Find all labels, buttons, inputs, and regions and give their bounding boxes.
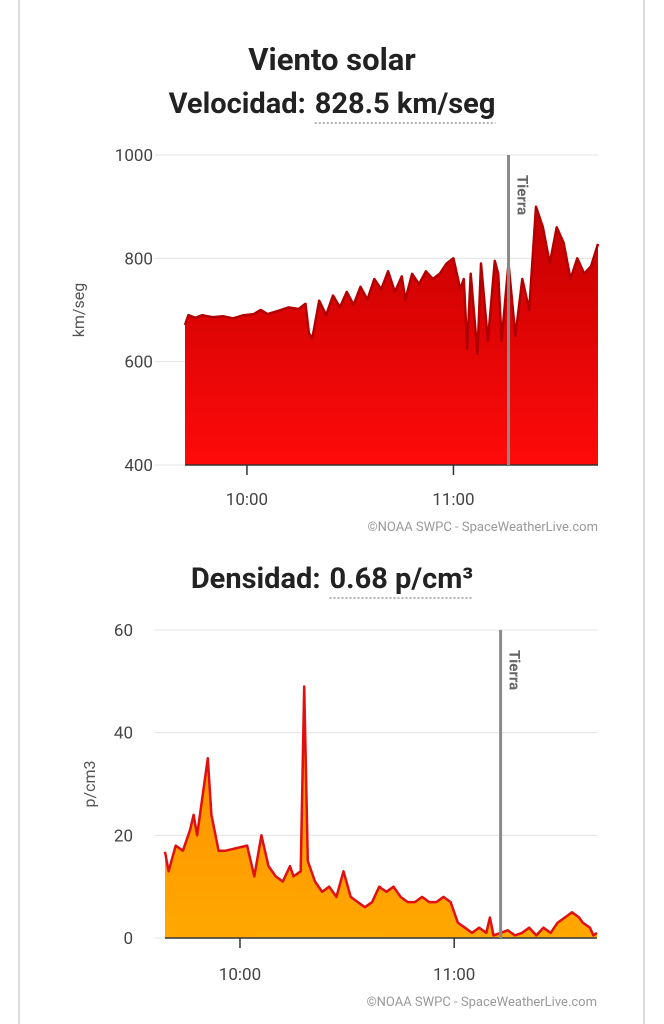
x-tick-label: 10:00 bbox=[226, 490, 268, 510]
line bbox=[163, 685, 598, 937]
y-tick-label: 600 bbox=[124, 353, 153, 373]
area bbox=[165, 686, 597, 938]
y-axis-label: p/cm3 bbox=[80, 761, 99, 808]
y-tick-label: 0 bbox=[123, 929, 133, 949]
credit: ©NOAA SWPC - SpaceWeatherLive.com bbox=[367, 520, 598, 535]
subtitle-label: Densidad: bbox=[191, 562, 321, 596]
y-tick-label: 20 bbox=[114, 826, 133, 846]
y-axis-label: km/seg bbox=[69, 283, 88, 337]
y-tick-label: 1000 bbox=[115, 146, 153, 166]
subtitle-label: Velocidad: bbox=[169, 87, 306, 121]
subtitle-value: 828.5 km/seg bbox=[315, 87, 496, 121]
y-tick-label: 60 bbox=[114, 621, 133, 641]
subtitle-value: 0.68 p/cm³ bbox=[330, 562, 474, 596]
x-tick-label: 11:00 bbox=[432, 490, 474, 510]
y-tick-label: 800 bbox=[124, 249, 153, 269]
area bbox=[185, 206, 598, 465]
annotation-label: Tierra bbox=[514, 175, 532, 215]
y-tick-label: 40 bbox=[114, 724, 133, 744]
annotation-label: Tierra bbox=[506, 650, 524, 690]
line bbox=[183, 205, 600, 356]
x-tick-label: 11:00 bbox=[433, 965, 475, 985]
credit: ©NOAA SWPC - SpaceWeatherLive.com bbox=[366, 995, 597, 1010]
chart-title: Viento solar bbox=[248, 41, 415, 78]
y-tick-label: 400 bbox=[124, 456, 153, 476]
x-tick-label: 10:00 bbox=[219, 965, 261, 985]
